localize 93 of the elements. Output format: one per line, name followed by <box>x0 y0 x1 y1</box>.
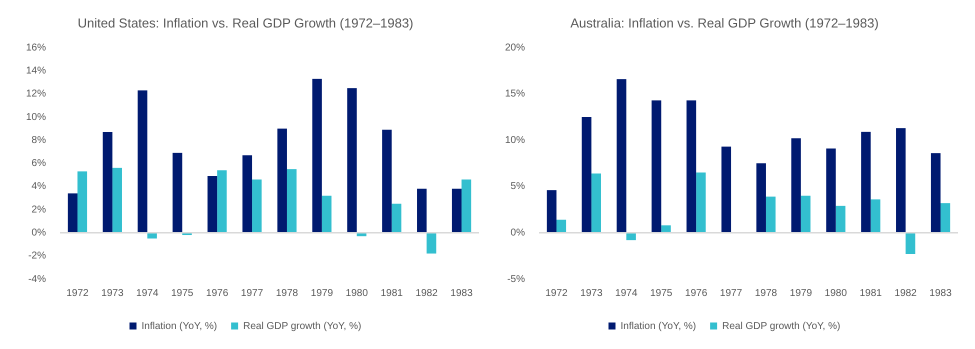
y-tick-label: 20% <box>505 42 526 54</box>
y-tick-label: 2% <box>32 204 46 216</box>
bar <box>546 190 556 232</box>
bar <box>861 132 871 232</box>
x-tick-label: 1972 <box>545 288 568 299</box>
y-tick-label: -5% <box>507 274 526 285</box>
bar <box>426 233 436 254</box>
bar <box>591 173 601 232</box>
y-tick-label: -4% <box>28 274 46 285</box>
chart-title: United States: Inflation vs. Real GDP Growth (1972–1983) <box>78 15 414 30</box>
bar <box>906 233 916 254</box>
legend-label: Real GDP growth (YoY, %) <box>243 320 362 332</box>
bar <box>102 132 112 232</box>
y-tick-label: 12% <box>26 88 46 100</box>
bar <box>696 172 706 232</box>
y-tick-label: 5% <box>510 181 526 192</box>
x-tick-label: 1983 <box>929 288 952 299</box>
x-tick-label: 1983 <box>450 288 474 299</box>
bar <box>626 233 636 240</box>
x-tick-label: 1982 <box>894 288 918 299</box>
x-tick-label: 1976 <box>685 288 708 299</box>
x-tick-label: 1979 <box>790 288 812 299</box>
bar <box>286 169 297 232</box>
bar <box>756 163 766 232</box>
bar <box>721 146 732 232</box>
bar <box>172 152 182 232</box>
x-tick-label: 1974 <box>615 288 638 299</box>
x-tick-label: 1981 <box>380 288 404 299</box>
bar <box>616 79 626 232</box>
bar <box>417 188 427 232</box>
bar <box>836 206 846 232</box>
bar <box>138 90 148 232</box>
x-tick-label: 1977 <box>240 288 264 299</box>
chart-title: Australia: Inflation vs. Real GDP Growth (1972–1983) <box>570 15 879 30</box>
x-tick-label: 1974 <box>136 288 159 299</box>
bar <box>826 148 836 232</box>
bar <box>347 88 357 232</box>
y-tick-label: -2% <box>28 250 46 262</box>
x-tick-label: 1982 <box>416 288 438 299</box>
x-tick-label: 1981 <box>860 288 882 299</box>
bar <box>452 188 462 232</box>
bar <box>208 176 218 232</box>
bar <box>252 180 262 232</box>
legend-label: Inflation (YoY, %) <box>142 320 218 332</box>
y-tick-label: 0% <box>32 227 46 238</box>
bar <box>217 170 227 232</box>
x-tick-label: 1980 <box>346 288 368 299</box>
bar <box>392 204 402 232</box>
bar <box>556 220 566 232</box>
x-tick-label: 1978 <box>276 288 299 299</box>
bar <box>312 78 322 232</box>
bar <box>652 100 662 232</box>
x-tick-label: 1975 <box>171 288 194 299</box>
bar <box>242 155 252 232</box>
bar <box>68 193 78 232</box>
bar <box>686 100 696 232</box>
x-tick-label: 1978 <box>754 288 778 299</box>
legend-label: Inflation (YoY, %) <box>620 320 696 332</box>
x-tick-label: 1973 <box>580 288 603 299</box>
bar <box>382 130 392 232</box>
y-tick-label: 0% <box>510 227 526 238</box>
x-tick-label: 1977 <box>720 288 743 299</box>
y-tick-label: 10% <box>26 112 46 123</box>
bar <box>112 168 122 232</box>
legend-label: Real GDP growth (YoY, %) <box>722 320 840 332</box>
y-tick-label: 10% <box>505 134 526 146</box>
bar <box>940 203 950 232</box>
bar <box>277 128 287 232</box>
y-tick-label: 15% <box>505 88 526 100</box>
x-tick-label: 1975 <box>650 288 673 299</box>
x-tick-label: 1976 <box>206 288 229 299</box>
bar <box>800 196 810 232</box>
y-tick-label: 8% <box>32 134 46 146</box>
bar <box>77 171 88 232</box>
bar <box>147 233 157 239</box>
bar <box>356 233 366 236</box>
bar <box>322 196 332 232</box>
x-tick-label: 1979 <box>310 288 334 299</box>
y-tick-label: 14% <box>26 65 46 76</box>
bar <box>930 153 941 232</box>
bar <box>870 199 880 232</box>
y-tick-label: 6% <box>32 158 46 170</box>
bar <box>462 180 472 232</box>
bar <box>896 128 906 232</box>
bar <box>661 225 671 232</box>
x-tick-label: 1980 <box>824 288 848 299</box>
y-tick-label: 16% <box>26 42 46 54</box>
y-tick-label: 4% <box>32 181 46 192</box>
bar <box>791 138 801 232</box>
x-tick-label: 1972 <box>66 288 90 299</box>
bar <box>582 117 592 232</box>
x-tick-label: 1973 <box>101 288 124 299</box>
bar <box>766 196 776 232</box>
